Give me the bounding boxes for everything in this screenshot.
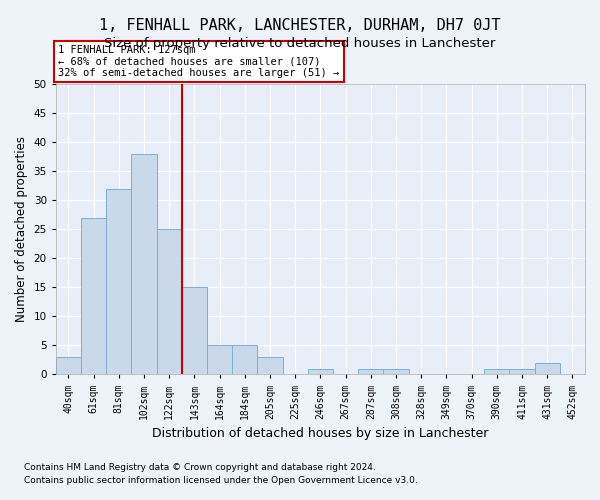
Bar bbox=[81, 218, 106, 374]
Text: 1, FENHALL PARK, LANCHESTER, DURHAM, DH7 0JT: 1, FENHALL PARK, LANCHESTER, DURHAM, DH7… bbox=[99, 18, 501, 32]
Y-axis label: Number of detached properties: Number of detached properties bbox=[15, 136, 28, 322]
Bar bbox=[358, 368, 383, 374]
Bar bbox=[383, 368, 409, 374]
X-axis label: Distribution of detached houses by size in Lanchester: Distribution of detached houses by size … bbox=[152, 427, 488, 440]
Bar bbox=[484, 368, 509, 374]
Bar bbox=[56, 357, 81, 374]
Bar bbox=[131, 154, 157, 374]
Bar bbox=[207, 346, 232, 374]
Text: Size of property relative to detached houses in Lanchester: Size of property relative to detached ho… bbox=[104, 38, 496, 51]
Bar bbox=[308, 368, 333, 374]
Bar bbox=[257, 357, 283, 374]
Bar bbox=[232, 346, 257, 374]
Text: Contains public sector information licensed under the Open Government Licence v3: Contains public sector information licen… bbox=[24, 476, 418, 485]
Text: Contains HM Land Registry data © Crown copyright and database right 2024.: Contains HM Land Registry data © Crown c… bbox=[24, 464, 376, 472]
Bar bbox=[509, 368, 535, 374]
Bar bbox=[106, 188, 131, 374]
Bar bbox=[182, 288, 207, 374]
Text: 1 FENHALL PARK: 127sqm
← 68% of detached houses are smaller (107)
32% of semi-de: 1 FENHALL PARK: 127sqm ← 68% of detached… bbox=[58, 45, 340, 78]
Bar bbox=[157, 229, 182, 374]
Bar bbox=[535, 363, 560, 374]
